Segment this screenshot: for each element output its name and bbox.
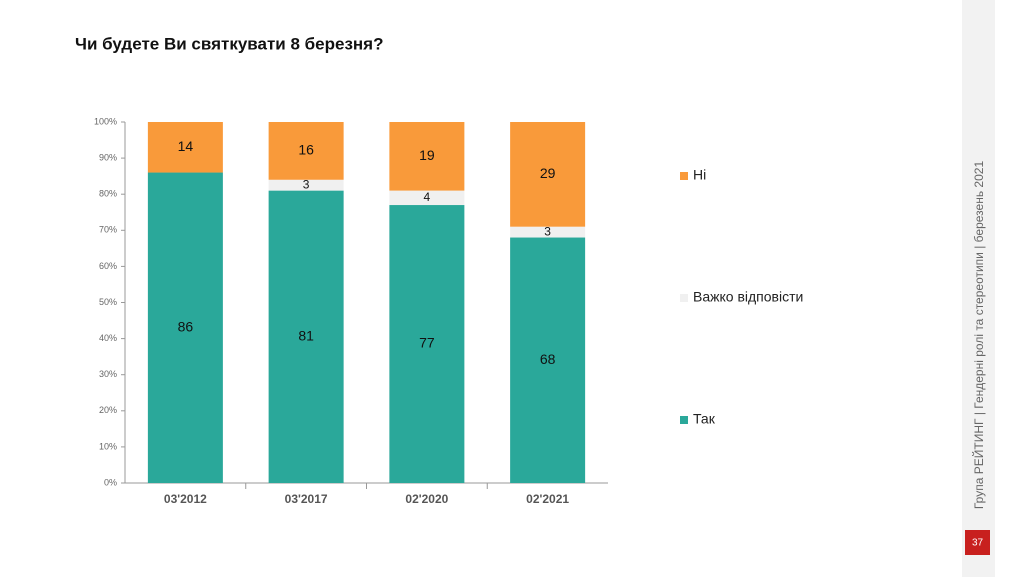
x-tick-label: 03'2017 xyxy=(285,492,328,506)
y-tick-label: 20% xyxy=(99,405,117,415)
data-label: 19 xyxy=(419,147,435,163)
legend-label: Ні xyxy=(693,167,706,183)
side-note: Група РЕЙТИНГ | Гендерні ролі та стереот… xyxy=(971,161,986,510)
page-badge xyxy=(965,530,990,555)
data-label: 14 xyxy=(178,138,194,154)
legend-swatch xyxy=(680,172,688,180)
y-tick-label: 0% xyxy=(104,477,117,487)
y-tick-label: 50% xyxy=(99,297,117,307)
bar-segment xyxy=(147,172,223,484)
data-label: 86 xyxy=(178,318,194,334)
data-label: 3 xyxy=(303,177,310,191)
bar-segment xyxy=(510,237,586,483)
legend-label: Важко відповісти xyxy=(693,289,803,305)
x-tick-label: 02'2020 xyxy=(405,492,448,506)
bar-segment xyxy=(510,122,586,227)
y-tick-label: 70% xyxy=(99,225,117,235)
data-label: 4 xyxy=(424,190,431,204)
sidebar xyxy=(962,0,995,577)
page-number: 37 xyxy=(972,538,984,549)
legend-label: Так xyxy=(693,411,716,427)
x-tick-label: 03'2012 xyxy=(164,492,207,506)
y-tick-label: 60% xyxy=(99,261,117,271)
data-label: 3 xyxy=(544,224,551,238)
y-tick-label: 100% xyxy=(94,116,117,126)
data-label: 81 xyxy=(298,327,314,343)
bar-segment xyxy=(389,205,465,483)
bar-segment xyxy=(389,122,465,191)
bar-segment xyxy=(268,179,344,191)
legend-swatch xyxy=(680,416,688,424)
bar-segment xyxy=(389,190,465,206)
y-tick-label: 80% xyxy=(99,189,117,199)
x-tick-label: 02'2021 xyxy=(526,492,569,506)
legend-swatch xyxy=(680,294,688,302)
data-label: 68 xyxy=(540,351,556,367)
y-tick-label: 90% xyxy=(99,152,117,162)
y-tick-label: 40% xyxy=(99,333,117,343)
bar-segment xyxy=(268,190,344,483)
y-tick-label: 30% xyxy=(99,369,117,379)
chart-title: Чи будете Ви святкувати 8 березня? xyxy=(75,34,383,53)
data-label: 77 xyxy=(419,335,435,351)
bar-segment xyxy=(268,122,344,180)
bar-segment xyxy=(147,122,223,173)
data-label: 29 xyxy=(540,165,556,181)
bar-segment xyxy=(510,226,586,238)
y-tick-label: 10% xyxy=(99,441,117,451)
data-label: 16 xyxy=(298,142,314,158)
